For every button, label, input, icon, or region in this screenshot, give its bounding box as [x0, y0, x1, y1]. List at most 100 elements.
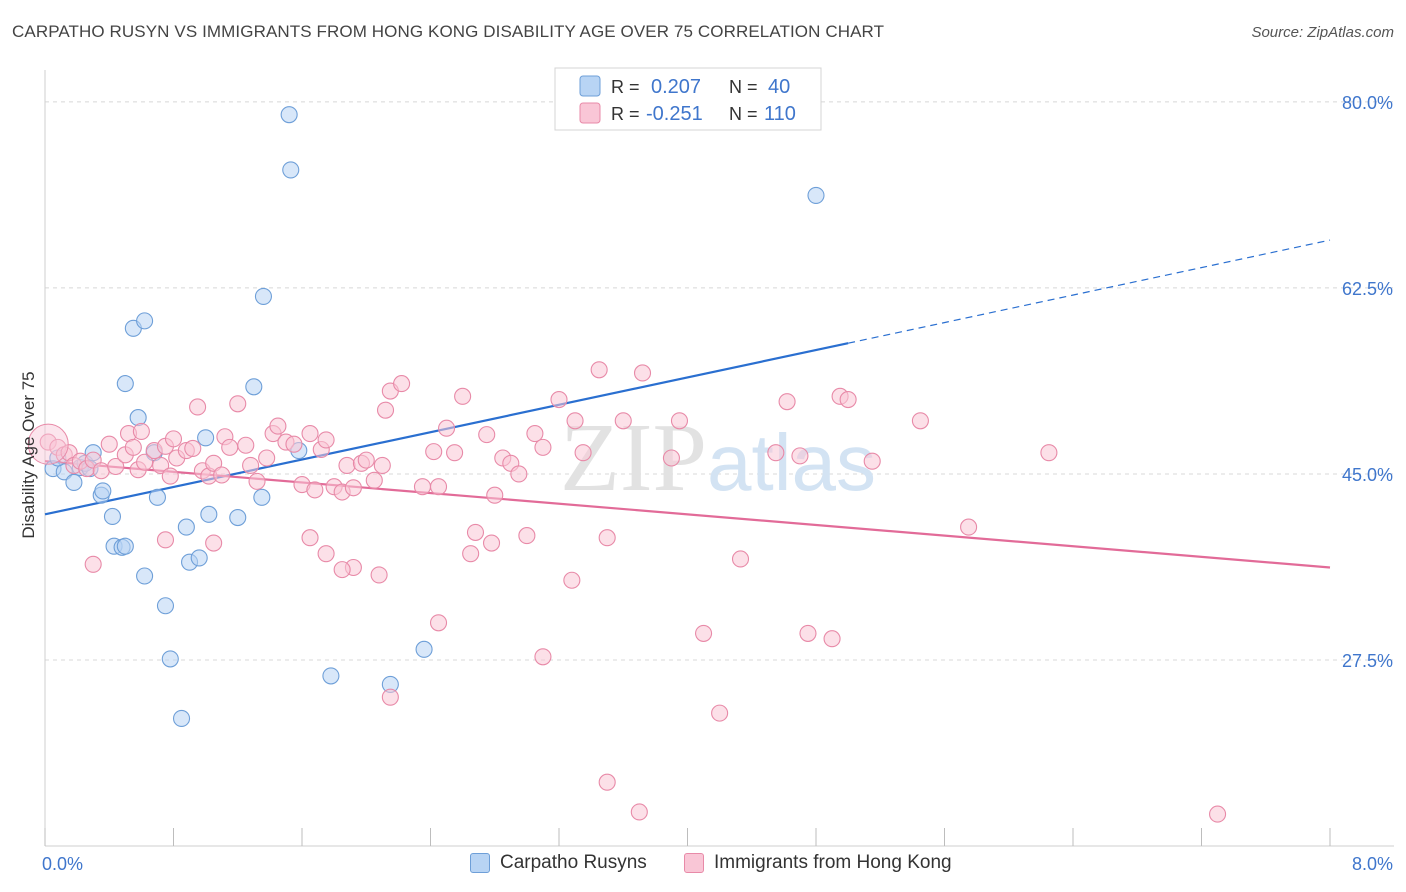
point-hong-kong-21 — [164, 430, 183, 448]
point-hong-kong-8 — [92, 462, 110, 480]
point-hong-kong-49 — [344, 479, 362, 497]
point-hong-kong-79 — [670, 412, 689, 430]
point-hong-kong-38 — [269, 417, 287, 435]
point-hong-kong-103 — [482, 534, 501, 552]
y-tick-label-0: 27.5% — [1342, 651, 1393, 671]
legend-r-label-2: R = — [611, 104, 640, 124]
point-carpatho-rusyns-14 — [129, 409, 147, 427]
point-carpatho-rusyns-31 — [280, 106, 298, 124]
point-carpatho-rusyns-30 — [254, 287, 273, 305]
point-hong-kong-107 — [317, 545, 335, 563]
point-hong-kong-83 — [767, 444, 785, 462]
point-carpatho-rusyns-24 — [190, 549, 208, 567]
point-carpatho-rusyns-34 — [322, 667, 340, 685]
point-hong-kong-77 — [633, 364, 652, 382]
point-hong-kong-102 — [462, 545, 480, 563]
point-hong-kong-16 — [136, 453, 154, 471]
point-hong-kong-69 — [526, 425, 544, 443]
point-hong-kong-75 — [598, 529, 616, 547]
legend-item-carpatho-rusyns: Carpatho Rusyns — [470, 852, 647, 874]
point-hong-kong-9 — [100, 435, 118, 453]
point-hong-kong-48 — [338, 456, 356, 474]
legend-swatch-hong-kong — [684, 853, 704, 873]
point-hong-kong-76 — [614, 412, 632, 430]
point-carpatho-rusyns-16 — [136, 567, 154, 585]
point-hong-kong-43 — [306, 481, 324, 499]
point-hong-kong-92 — [960, 518, 978, 536]
point-cluster-hong-kong — [27, 423, 69, 465]
legend-r-value-2: -0.251 — [646, 103, 703, 125]
tick-labels: 27.5% 45.0% 62.5% 80.0% 0.0% 8.0% — [42, 93, 1393, 874]
point-hong-kong-96 — [205, 534, 223, 552]
point-hong-kong-51 — [357, 451, 375, 469]
y-axis-label: Disability Age Over 75 — [19, 371, 38, 538]
point-hong-kong-35 — [248, 472, 266, 490]
correlation-legend: R = 0.207 N = 40 R = -0.251 N = 110 — [554, 67, 822, 131]
point-hong-kong-31 — [221, 438, 239, 456]
point-hong-kong-18 — [152, 456, 170, 474]
legend-item-hong-kong: Immigrants from Hong Kong — [684, 852, 952, 874]
point-hong-kong-64 — [478, 426, 496, 444]
point-hong-kong-70 — [534, 438, 552, 456]
point-hong-kong-53 — [373, 456, 391, 474]
point-carpatho-rusyns-11 — [116, 537, 134, 555]
point-hong-kong-52 — [365, 471, 383, 489]
point-hong-kong-98 — [84, 555, 102, 573]
series-legend: Carpatho Rusyns Immigrants from Hong Kon… — [0, 852, 1406, 878]
x-tick-label-1: 8.0% — [1352, 854, 1393, 874]
point-hong-kong-40 — [285, 435, 303, 453]
point-hong-kong-104 — [518, 527, 536, 545]
watermark-atlas: atlas — [707, 418, 876, 507]
point-hong-kong-82 — [731, 550, 750, 568]
point-hong-kong-25 — [189, 398, 207, 416]
point-hong-kong-87 — [823, 630, 841, 648]
point-carpatho-rusyns-19 — [156, 597, 175, 615]
axes — [44, 70, 1394, 847]
y-tick-label-2: 62.5% — [1342, 279, 1393, 299]
trend-line-carpatho-rusyns-projection — [847, 239, 1331, 344]
legend-swatch-pink — [579, 102, 601, 124]
legend-r-value-1: 0.207 — [651, 76, 701, 98]
point-hong-kong-60 — [438, 419, 456, 437]
point-hong-kong-63 — [466, 523, 485, 541]
point-hong-kong-99 — [534, 648, 552, 666]
point-hong-kong-90 — [863, 452, 881, 470]
point-hong-kong-73 — [574, 444, 592, 462]
point-hong-kong-101 — [630, 803, 648, 821]
point-hong-kong-54 — [376, 401, 395, 419]
grid-lines — [45, 101, 1394, 661]
point-hong-kong-33 — [237, 436, 255, 454]
point-hong-kong-29 — [213, 466, 231, 484]
point-hong-kong-10 — [107, 457, 125, 476]
point-carpatho-rusyns-18 — [148, 488, 166, 506]
point-hong-kong-32 — [229, 395, 247, 413]
point-hong-kong-86 — [799, 624, 817, 642]
watermark: ZIPatlas — [560, 404, 876, 512]
legend-n-value-2: 110 — [764, 103, 796, 125]
point-hong-kong-111 — [429, 614, 448, 632]
x-tick-label-0: 0.0% — [42, 854, 83, 874]
point-carpatho-rusyns-36 — [415, 640, 433, 658]
point-carpatho-rusyns-2 — [65, 473, 83, 491]
point-carpatho-rusyns-12 — [116, 375, 134, 393]
point-hong-kong-61 — [446, 444, 464, 462]
point-hong-kong-100 — [598, 773, 616, 791]
point-carpatho-rusyns-28 — [245, 378, 263, 396]
point-hong-kong-13 — [124, 438, 142, 456]
point-hong-kong-74 — [590, 361, 608, 379]
point-carpatho-rusyns-20 — [161, 650, 179, 668]
point-carpatho-rusyns-22 — [177, 518, 195, 536]
y-tick-label-3: 80.0% — [1342, 93, 1393, 113]
point-hong-kong-42 — [301, 425, 319, 443]
point-hong-kong-108 — [333, 561, 351, 579]
point-hong-kong-89 — [839, 390, 857, 409]
point-hong-kong-85 — [791, 447, 809, 465]
point-hong-kong-57 — [413, 478, 432, 496]
legend-label-carpatho-rusyns: Carpatho Rusyns — [500, 852, 647, 873]
legend-label-hong-kong: Immigrants from Hong Kong — [714, 852, 952, 873]
point-hong-kong-34 — [242, 456, 260, 474]
point-carpatho-rusyns-7 — [94, 482, 112, 500]
point-hong-kong-110 — [381, 688, 399, 706]
point-carpatho-rusyns-32 — [282, 161, 300, 179]
